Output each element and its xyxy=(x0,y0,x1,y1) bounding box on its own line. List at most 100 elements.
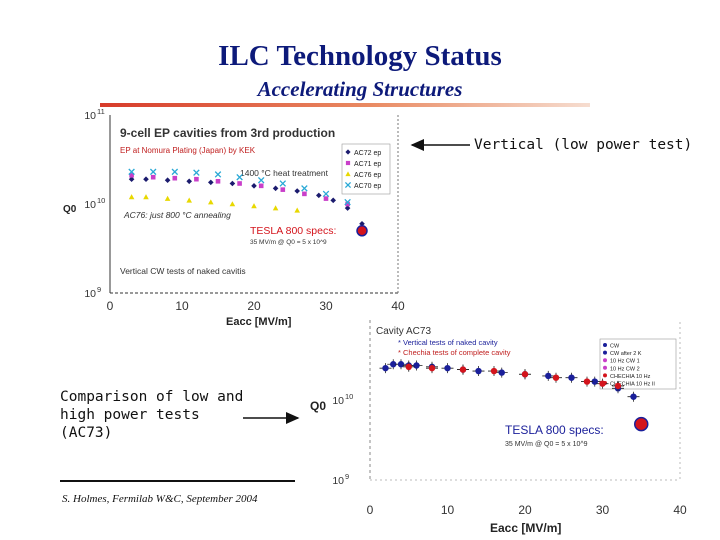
chart2-legend-label: CHECHIA 10 Hz xyxy=(610,374,651,380)
chart2-point-cw xyxy=(397,361,405,368)
chart2-points xyxy=(379,359,649,432)
chart1-spec-marker xyxy=(356,225,368,237)
chart1-point-ac71-ep xyxy=(237,181,242,186)
chart1-legend-box xyxy=(341,143,391,195)
chart1-ytick-1e9: 10 xyxy=(84,288,96,300)
chart1-point-ac70-ep xyxy=(344,198,351,206)
chart2-spec-detail: 35 MV/m @ Q0 = 5 x 10^9 xyxy=(505,441,588,448)
chart1-note-heat: 1400 °C heat treatment xyxy=(240,168,329,178)
chart1-point-ac72-ep xyxy=(344,205,351,211)
chart1-ylabel: Q0 xyxy=(63,204,77,215)
chart1-point-ac70-ep xyxy=(193,169,200,176)
chart2-title: Cavity AC73 xyxy=(376,326,431,337)
chart2-point-cw xyxy=(475,367,482,375)
chart1-note-ac76: AC76: just 800 °C annealing xyxy=(123,210,231,220)
chart2-legend-label: CW after 2 K xyxy=(610,351,642,357)
chart1-legend-marker xyxy=(345,160,351,166)
chart1-ytick-1e10: 10 xyxy=(84,199,96,211)
chart1-ytick-exp-1e10: 10 xyxy=(97,196,105,205)
chart1-point-ac76-ep xyxy=(208,199,214,205)
chart2-legend-marker xyxy=(603,343,607,347)
chart1-point-ac71-ep xyxy=(280,187,286,192)
callout-comparison: Comparison of low and high power tests (… xyxy=(60,389,244,441)
chart2-ytick-1e10: 10 xyxy=(332,395,344,407)
footer-divider xyxy=(60,480,295,482)
chart2-ytick-exp-1e10: 10 xyxy=(345,392,353,401)
chart1-point-ac76-ep xyxy=(128,194,135,200)
chart2-legend-label: CW xyxy=(610,344,620,350)
chart1-point-ac76-ep xyxy=(272,205,279,211)
chart1-xlabel: Eacc [MV/m] xyxy=(226,316,292,328)
chart1-xtick-20: 20 xyxy=(247,299,261,313)
chart1-point-ac76-ep xyxy=(143,194,149,200)
chart2-point-cw xyxy=(390,361,397,368)
chart1-legend-marker xyxy=(345,171,351,177)
chart2-point-chechia-10-hz xyxy=(521,371,529,378)
chart1-note-ep: EP at Nomura Plating (Japan) by KEK xyxy=(120,146,256,155)
chart1-note-vertical: Vertical CW tests of naked cavitis xyxy=(120,266,246,276)
chart2-legend-marker xyxy=(603,365,607,370)
chart2-note-chechia: * Chechia tests of complete cavity xyxy=(398,348,511,357)
chart2-xlabel: Eacc [MV/m] xyxy=(490,521,561,535)
chart1-point-ac71-ep xyxy=(194,176,199,182)
page-title: ILC Technology Status xyxy=(218,40,502,72)
chart2-point-chechia-10-hz xyxy=(614,382,622,390)
chart1-point-ac70-ep xyxy=(257,176,265,184)
chart1-points xyxy=(128,168,368,237)
chart2-point-chechia-10-hz xyxy=(583,378,591,385)
chart2-xtick-10: 10 xyxy=(441,503,455,517)
chart1-legend-marker xyxy=(345,149,351,155)
chart1-legend-label: AC71 ep xyxy=(354,161,381,168)
chart1-point-ac76-ep xyxy=(294,207,300,213)
chart1-point-ac72-ep xyxy=(229,180,236,187)
chart2-point-cw xyxy=(413,362,420,369)
chart1-point-ac76-ep xyxy=(164,195,171,201)
chart1-ytick-exp-1e9: 9 xyxy=(97,285,101,294)
chart1-point-ac72-ep xyxy=(316,192,322,199)
callout-vertical-test: Vertical (low power test) xyxy=(474,137,693,153)
footer-credit: S. Holmes, Fermilab W&C, September 2004 xyxy=(62,493,258,505)
chart2-ylabel: Q0 xyxy=(310,399,326,413)
page-subtitle: Accelerating Structures xyxy=(257,77,463,101)
chart2-ytick-1e9: 10 xyxy=(332,475,344,487)
chart2-legend-marker xyxy=(603,373,607,378)
chart2-xtick-40: 40 xyxy=(673,503,687,517)
chart1-point-ac70-ep xyxy=(236,173,243,181)
chart2-point-cw xyxy=(382,364,389,372)
chart2-note-vertical: * Vertical tests of naked cavity xyxy=(398,338,498,347)
chart1-point-ac72-ep xyxy=(186,178,192,185)
chart2-xtick-30: 30 xyxy=(596,503,610,517)
chart1-point-ac72-ep xyxy=(272,185,279,192)
chart1-point-ac72-ep xyxy=(128,176,135,182)
chart1-point-ac72-ep xyxy=(251,183,257,189)
chart2-spec-marker xyxy=(634,416,649,432)
chart2-axes xyxy=(369,320,681,481)
chart1-legend: AC72 ep AC71 ep AC76 ep AC70 ep xyxy=(341,143,391,195)
chart1-axes xyxy=(109,115,399,294)
chart2-legend-box xyxy=(599,338,677,390)
chart1-legend-label: AC70 ep xyxy=(354,183,381,190)
chart2-legend-marker xyxy=(603,358,607,363)
chart1-point-ac72-ep xyxy=(164,177,171,184)
chart1-point-ac76-ep xyxy=(251,203,257,209)
chart1-point-ac71-ep xyxy=(172,175,178,181)
chart1-xtick-10: 10 xyxy=(175,299,189,313)
chart2-legend-marker xyxy=(603,350,607,355)
chart1-point-ac71-ep xyxy=(302,191,307,197)
chart1-point-ac72-ep xyxy=(208,179,214,186)
chart1-title: 9-cell EP cavities from 3rd production xyxy=(120,126,335,140)
chart1-point-ac70-ep xyxy=(171,168,179,176)
chart1-xtick-30: 30 xyxy=(319,299,333,313)
chart2-point-cw xyxy=(568,374,575,381)
chart1-legend-label: AC76 ep xyxy=(354,172,381,179)
chart1-xtick-0: 0 xyxy=(107,299,114,313)
chart1-spec-label: TESLA 800 specs: xyxy=(250,225,336,237)
chart1-legend-marker xyxy=(344,181,352,189)
chart1-point-ac70-ep xyxy=(322,190,330,198)
chart-vertical-tests: 9-cell EP cavities from 3rd production E… xyxy=(63,107,405,328)
chart2-ytick-exp-1e9: 9 xyxy=(345,472,349,481)
chart1-point-ac70-ep xyxy=(128,168,135,176)
